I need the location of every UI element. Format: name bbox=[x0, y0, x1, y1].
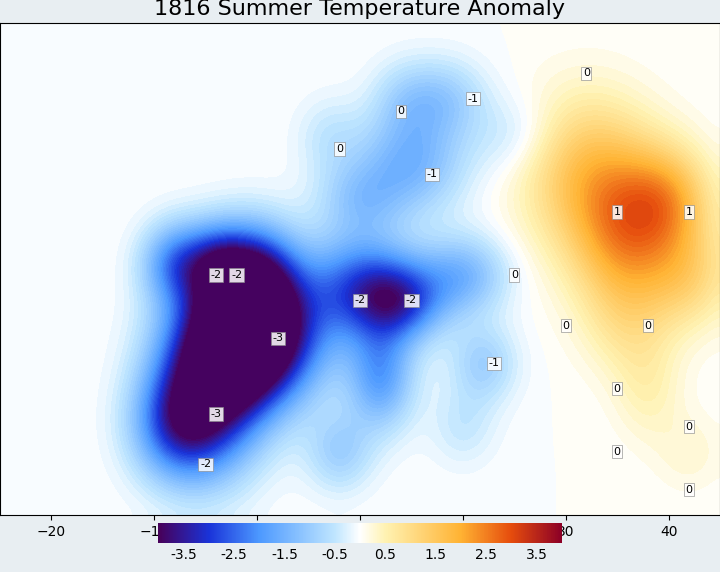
Text: -2: -2 bbox=[406, 295, 417, 305]
Text: 0: 0 bbox=[336, 144, 343, 154]
Text: -2: -2 bbox=[210, 270, 222, 280]
Text: 0: 0 bbox=[613, 384, 621, 394]
Text: 0: 0 bbox=[510, 270, 518, 280]
Text: -3: -3 bbox=[272, 333, 283, 343]
Text: -2: -2 bbox=[200, 459, 211, 470]
Text: -2: -2 bbox=[231, 270, 242, 280]
Text: 0: 0 bbox=[613, 447, 621, 456]
Text: 0: 0 bbox=[582, 68, 590, 78]
Text: 0: 0 bbox=[644, 320, 652, 331]
Text: 0: 0 bbox=[397, 106, 405, 116]
Text: -2: -2 bbox=[354, 295, 366, 305]
Text: 0: 0 bbox=[562, 320, 570, 331]
Text: 0: 0 bbox=[685, 422, 693, 431]
Text: -1: -1 bbox=[468, 94, 479, 104]
Title: 1816 Summer Temperature Anomaly: 1816 Summer Temperature Anomaly bbox=[155, 0, 565, 18]
Text: 1: 1 bbox=[685, 207, 693, 217]
Text: 1: 1 bbox=[613, 207, 621, 217]
Text: -1: -1 bbox=[488, 359, 499, 368]
Text: -1: -1 bbox=[426, 169, 438, 179]
Text: -3: -3 bbox=[210, 409, 222, 419]
Text: 0: 0 bbox=[685, 484, 693, 495]
